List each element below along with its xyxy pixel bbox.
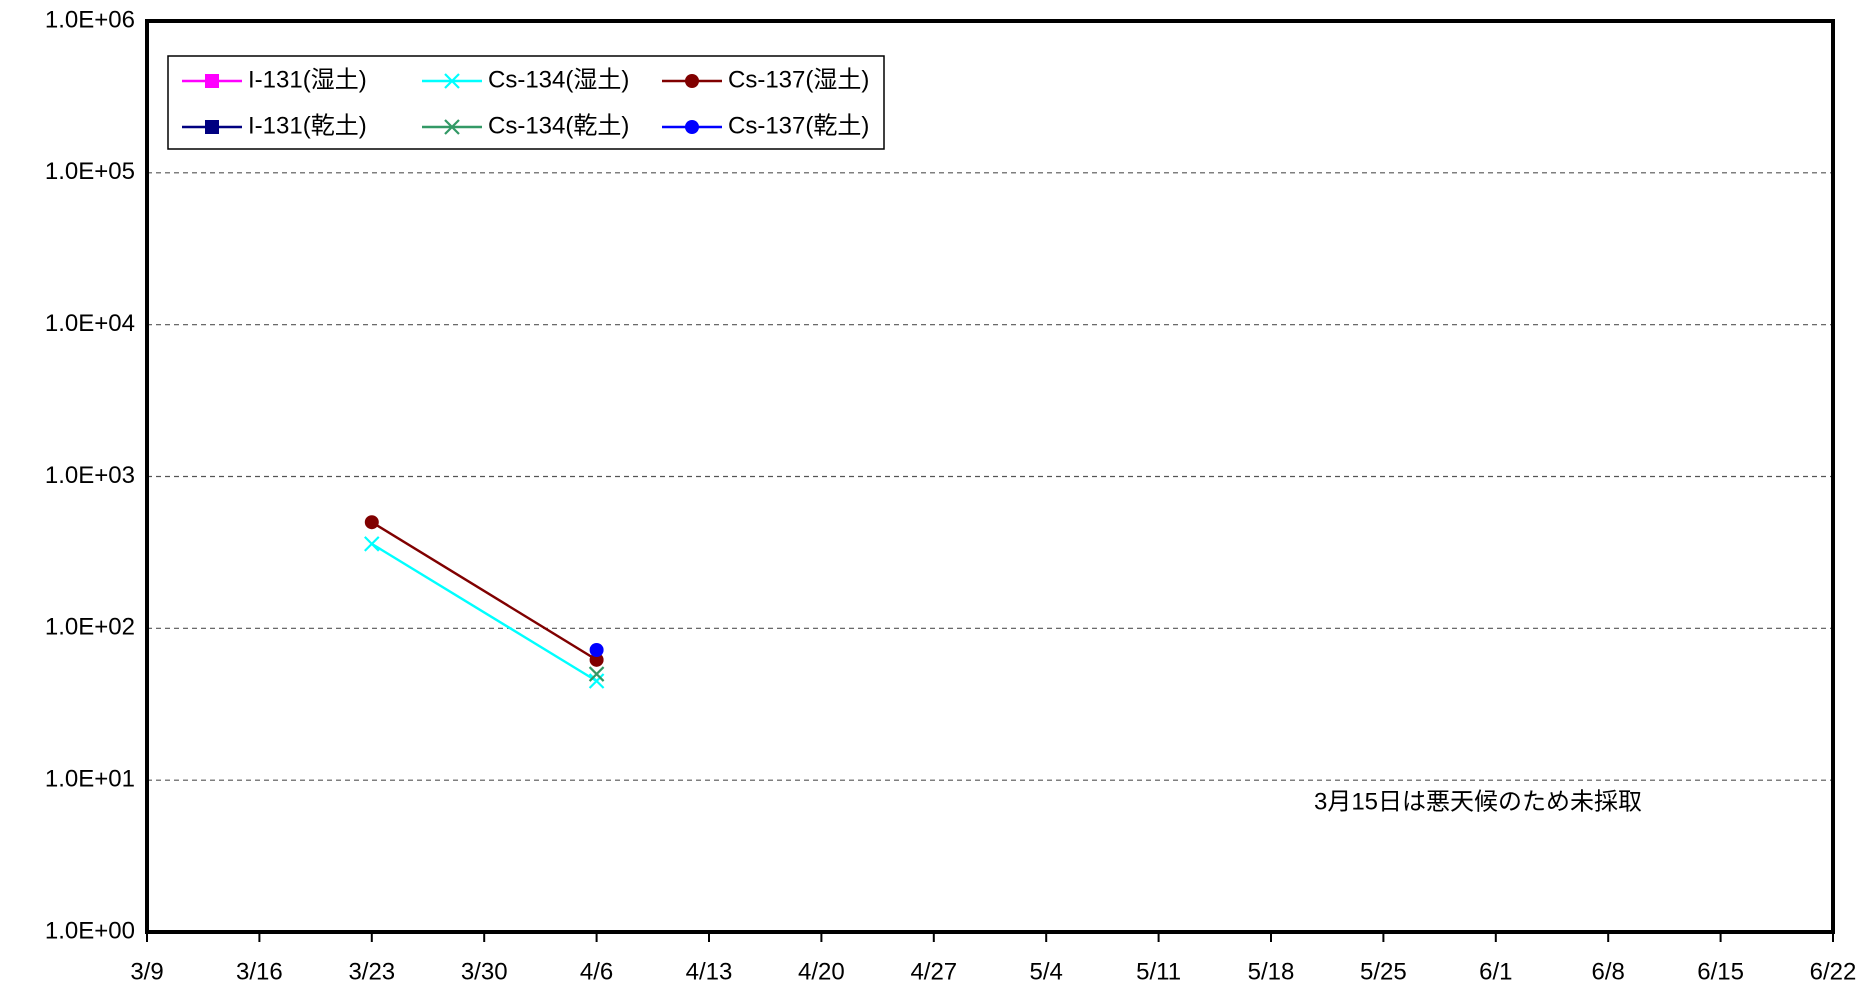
marker xyxy=(364,515,379,530)
marker xyxy=(205,74,219,88)
marker xyxy=(205,120,219,134)
x-tick-label: 5/4 xyxy=(1030,958,1063,985)
marker xyxy=(685,74,699,88)
x-tick-label: 4/20 xyxy=(798,958,845,985)
x-tick-label: 6/1 xyxy=(1479,958,1512,985)
series-line xyxy=(371,542,598,683)
legend-label: I-131(湿土) xyxy=(248,66,367,93)
x-tick-label: 4/27 xyxy=(910,958,957,985)
marker xyxy=(364,536,380,552)
marker xyxy=(444,119,460,135)
legend-label: Cs-137(乾土) xyxy=(728,112,869,139)
x-tick-label: 6/15 xyxy=(1697,958,1744,985)
y-tick-label: 1.0E+01 xyxy=(45,766,135,793)
y-tick-label: 1.0E+00 xyxy=(45,917,135,944)
x-tick-label: 5/18 xyxy=(1248,958,1295,985)
legend-box xyxy=(167,55,885,150)
y-tick-label: 1.0E+04 xyxy=(45,310,135,337)
x-tick-label: 4/6 xyxy=(580,958,613,985)
marker xyxy=(589,652,604,667)
plot-frame xyxy=(145,19,1835,934)
x-tick-label: 3/23 xyxy=(348,958,395,985)
legend-entry: Cs-134(乾土) xyxy=(422,112,629,139)
legend-entry: Cs-137(乾土) xyxy=(662,112,869,139)
x-tick-label: 3/9 xyxy=(130,958,163,985)
legend-entry: Cs-134(湿土) xyxy=(422,66,629,93)
y-tick-label: 1.0E+05 xyxy=(45,158,135,185)
legend-label: Cs-137(湿土) xyxy=(728,66,869,93)
x-tick-label: 5/25 xyxy=(1360,958,1407,985)
marker xyxy=(685,120,699,134)
x-tick-label: 6/8 xyxy=(1592,958,1625,985)
marker xyxy=(588,666,605,682)
series-line xyxy=(371,521,598,661)
annotation: 3月15日は悪天候のため未採取 xyxy=(1314,788,1642,815)
y-tick-label: 1.0E+02 xyxy=(45,614,135,641)
legend-entry: I-131(乾土) xyxy=(182,112,367,139)
legend-label: Cs-134(乾土) xyxy=(488,112,629,139)
marker xyxy=(444,73,460,89)
x-tick-label: 3/16 xyxy=(236,958,283,985)
legend-label: I-131(乾土) xyxy=(248,112,367,139)
marker xyxy=(589,642,604,657)
marker xyxy=(588,673,605,689)
y-tick-label: 1.0E+06 xyxy=(45,6,135,33)
legend-label: Cs-134(湿土) xyxy=(488,66,629,93)
x-tick-label: 4/13 xyxy=(686,958,733,985)
x-tick-label: 5/11 xyxy=(1136,958,1181,985)
legend-entry: Cs-137(湿土) xyxy=(662,66,869,93)
legend-entry: I-131(湿土) xyxy=(182,66,367,93)
x-tick-label: 3/30 xyxy=(461,958,508,985)
x-tick-label: 6/22 xyxy=(1810,958,1857,985)
y-tick-label: 1.0E+03 xyxy=(45,462,135,489)
